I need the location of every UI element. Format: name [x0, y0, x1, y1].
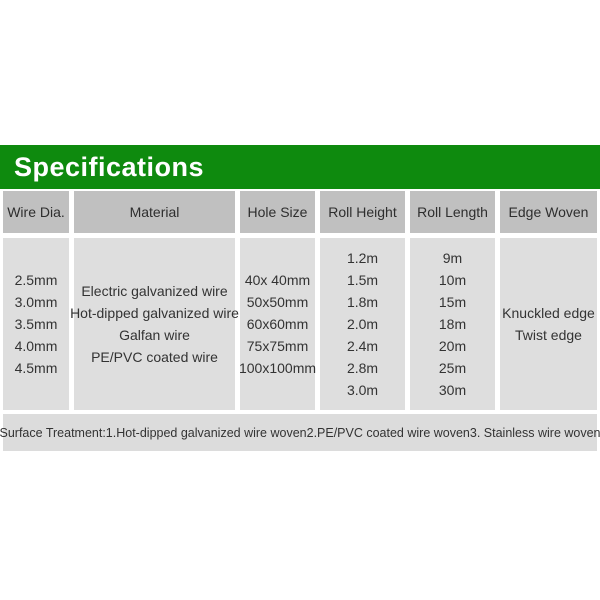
cell-line: 60x60mm [246, 316, 309, 332]
cell-line: 40x 40mm [244, 272, 311, 288]
cell-line: 3.0mm [14, 294, 58, 310]
cell-line: 2.8m [346, 360, 379, 376]
cell-line: 2.4m [346, 338, 379, 354]
cell-line: 4.5mm [14, 360, 58, 376]
cell-line: PE/PVC coated wire [91, 349, 218, 365]
cell-line: 1.5m [346, 272, 379, 288]
column-material-values: Electric galvanized wire Hot-dipped galva… [70, 238, 239, 410]
cell-line: 2.0m [346, 316, 379, 332]
cell-line: 18m [438, 316, 467, 332]
column-roll-height-values: 1.2m 1.5m 1.8m 2.0m 2.4m 2.8m 3.0m [320, 238, 405, 410]
specifications-banner: Specifications [0, 145, 600, 189]
cell-line: Galfan wire [119, 327, 190, 343]
cell-line: 50x50mm [246, 294, 309, 310]
table-header-row: Wire Dia. Material Hole Size Roll Height… [3, 191, 597, 233]
column-hole-size-values: 40x 40mm 50x50mm 60x60mm 75x75mm 100x100mm [238, 238, 317, 410]
header-cell-material: Material [74, 191, 235, 233]
cell-line: Twist edge [515, 327, 582, 343]
cell-line: 75x75mm [246, 338, 309, 354]
cell-line: Knuckled edge [502, 305, 595, 321]
cell-line: 20m [438, 338, 467, 354]
table-body-row: 2.5mm 3.0mm 3.5mm 4.0mm 4.5mm Electric galva… [3, 238, 597, 410]
cell-line: Electric galvanized wire [81, 283, 228, 299]
column-wire-dia-values: 2.5mm 3.0mm 3.5mm 4.0mm 4.5mm [3, 238, 69, 410]
header-cell-roll-height: Roll Height [320, 191, 405, 233]
surface-treatment-note: Surface Treatment:1.Hot-dipped galvanize… [0, 425, 600, 440]
cell-line: 15m [438, 294, 467, 310]
cell-line: 100x100mm [238, 360, 317, 376]
header-cell-hole-size: Hole Size [240, 191, 315, 233]
cell-line: 4.0mm [14, 338, 58, 354]
cell-line: 2.5mm [14, 272, 58, 288]
column-edge-woven-values: Knuckled edge Twist edge [500, 238, 597, 410]
table-footer-row: Surface Treatment:1.Hot-dipped galvanize… [0, 414, 600, 451]
cell-line: Hot-dipped galvanized wire [70, 305, 239, 321]
header-cell-roll-length: Roll Length [410, 191, 495, 233]
cell-line: 9m [442, 250, 463, 266]
cell-line: 30m [438, 382, 467, 398]
header-cell-edge-woven: Edge Woven [500, 191, 597, 233]
cell-line: 1.2m [346, 250, 379, 266]
cell-line: 1.8m [346, 294, 379, 310]
cell-line: 3.5mm [14, 316, 58, 332]
cell-line: 10m [438, 272, 467, 288]
specifications-table: Wire Dia. Material Hole Size Roll Height… [0, 191, 600, 451]
column-roll-length-values: 9m 10m 15m 18m 20m 25m 30m [410, 238, 495, 410]
header-cell-wire-dia: Wire Dia. [3, 191, 69, 233]
page-title: Specifications [14, 151, 205, 182]
cell-line: 3.0m [346, 382, 379, 398]
cell-line: 25m [438, 360, 467, 376]
